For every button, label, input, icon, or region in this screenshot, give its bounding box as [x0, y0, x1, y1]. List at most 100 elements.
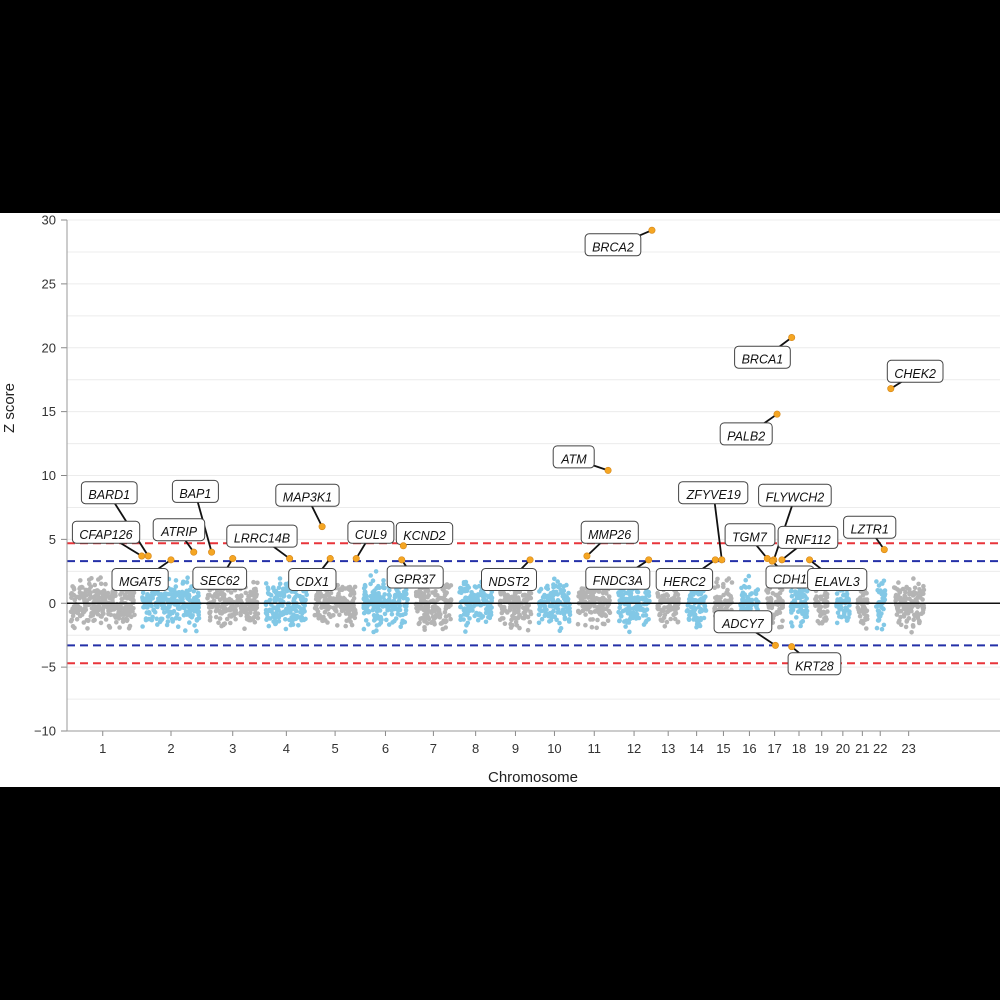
data-point	[638, 604, 643, 609]
data-point	[606, 594, 612, 599]
gene-annotation-lztr1: LZTR1	[843, 515, 897, 554]
data-point	[584, 607, 590, 612]
gene-point	[399, 542, 407, 550]
data-point	[140, 590, 146, 596]
gene-label: CDH1	[773, 572, 807, 586]
x-tick-label: 15	[716, 741, 730, 756]
data-point	[525, 597, 530, 602]
data-point	[627, 629, 632, 635]
data-point	[145, 592, 150, 598]
data-point	[78, 578, 83, 583]
data-point	[458, 617, 463, 623]
data-point	[672, 597, 678, 602]
gene-point	[326, 555, 334, 563]
gene-point	[880, 546, 888, 554]
data-point	[899, 598, 905, 603]
data-point	[166, 591, 171, 597]
data-point	[916, 581, 921, 587]
data-point	[227, 606, 232, 612]
data-point	[117, 611, 123, 617]
data-point	[140, 597, 146, 603]
data-point	[238, 612, 243, 618]
data-point	[903, 624, 909, 630]
y-tick-label: 0	[49, 596, 56, 611]
data-point	[672, 611, 677, 617]
data-point	[363, 603, 369, 609]
gene-label: GPR37	[394, 572, 436, 586]
gene-label-box	[275, 483, 340, 507]
data-point	[862, 597, 867, 603]
data-point	[150, 614, 155, 620]
data-point	[774, 611, 780, 617]
data-point	[242, 626, 247, 631]
data-point	[433, 592, 438, 598]
data-point	[276, 585, 282, 590]
data-point	[185, 575, 190, 580]
data-point	[515, 595, 521, 600]
data-point	[405, 597, 410, 603]
data-point	[396, 598, 402, 604]
data-point	[776, 596, 781, 602]
data-point	[368, 573, 374, 578]
data-point	[522, 609, 528, 614]
data-point	[463, 579, 469, 585]
gene-label-box	[724, 523, 776, 547]
data-point	[381, 585, 386, 591]
data-point	[692, 606, 698, 612]
data-point	[895, 606, 900, 612]
x-tick-label: 14	[689, 741, 703, 756]
data-point	[675, 619, 681, 625]
data-point	[103, 617, 109, 622]
data-point	[478, 592, 484, 598]
data-point	[714, 579, 719, 585]
gene-label-box	[719, 422, 773, 446]
gene-label: LZTR1	[851, 523, 889, 537]
gene-label: CUL9	[355, 528, 387, 542]
data-point	[834, 591, 840, 596]
gene-label: BARD1	[88, 488, 130, 502]
data-point	[458, 614, 464, 619]
data-point	[442, 609, 448, 615]
data-point	[227, 597, 232, 603]
x-tick-label: 18	[792, 741, 806, 756]
data-point	[156, 596, 162, 601]
data-point	[85, 626, 90, 631]
data-point	[822, 616, 827, 621]
data-point	[563, 594, 569, 599]
gene-point	[718, 556, 726, 564]
data-point	[110, 594, 115, 599]
data-point	[642, 595, 648, 601]
data-point	[249, 592, 254, 598]
data-point	[419, 616, 425, 621]
data-point	[446, 585, 452, 590]
data-point	[106, 611, 111, 617]
data-point	[662, 612, 668, 618]
gene-point	[648, 226, 656, 234]
data-point	[915, 604, 921, 610]
data-point	[279, 598, 284, 603]
data-point	[469, 590, 474, 595]
data-point	[272, 613, 277, 618]
data-point	[659, 618, 664, 623]
data-point	[897, 618, 902, 623]
gene-label: CFAP126	[79, 528, 132, 542]
data-point	[233, 616, 238, 622]
data-point	[417, 620, 422, 625]
gene-label-box	[395, 522, 454, 545]
data-point	[213, 608, 219, 614]
gene-point	[788, 643, 796, 651]
data-point	[622, 608, 628, 613]
y-axis-title: Z score	[1, 383, 18, 433]
data-point	[764, 588, 769, 593]
data-point	[228, 620, 233, 626]
data-point	[557, 628, 563, 634]
data-point	[789, 620, 794, 625]
data-point	[505, 592, 511, 598]
data-point	[221, 604, 226, 610]
data-point	[623, 624, 628, 629]
gene-annotation-mgat5: MGAT5	[111, 556, 175, 591]
data-point	[839, 614, 844, 620]
data-point	[276, 619, 282, 624]
data-point	[291, 606, 297, 612]
